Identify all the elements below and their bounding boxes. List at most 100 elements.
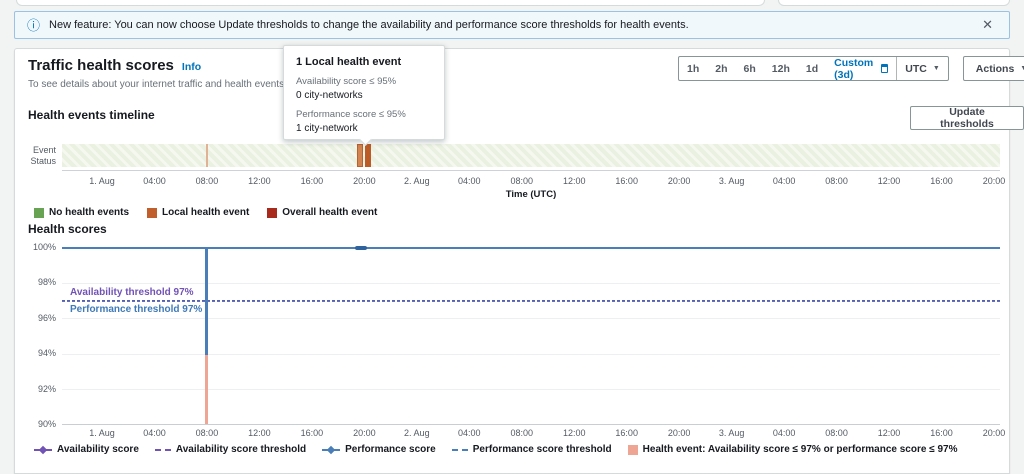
axis-tick-label: 20:00	[667, 176, 691, 186]
axis-tick-label: 04:00	[772, 428, 796, 438]
legend-no-health-events: No health events	[34, 207, 129, 218]
axis-tick-label: 08:00	[825, 176, 848, 186]
time-range-segmented-control: 1h 2h 6h 12h 1d Custom (3d) UTC ▼	[678, 56, 949, 81]
axis-tick-label: 3. Aug	[718, 428, 745, 438]
event-tooltip: 1 Local health event Availability score …	[283, 45, 445, 146]
traffic-health-card	[14, 48, 1010, 474]
update-thresholds-button[interactable]: Update thresholds	[910, 106, 1024, 130]
purple-dashed-icon	[154, 448, 171, 451]
axis-tick-label: 04:00	[143, 176, 166, 186]
axis-tick-label: 16:00	[615, 428, 638, 438]
axis-tick-label: 08:00	[510, 176, 534, 186]
custom-range-button[interactable]: Custom (3d)	[826, 56, 896, 81]
tooltip-availability-label: Availability score ≤ 95%	[296, 76, 397, 87]
axis-tick-label: 12:00	[248, 428, 271, 438]
timeline-section-title: Health events timeline	[28, 108, 155, 122]
legend-local-health-event: Local health event	[147, 207, 249, 218]
availability-threshold-label: Availability threshold 97%	[70, 287, 194, 298]
orange-swatch-icon	[147, 207, 158, 218]
axis-tick-label: 2. Aug	[404, 176, 430, 186]
score-line-100pct[interactable]	[62, 247, 1000, 249]
gridline-94	[62, 354, 1000, 355]
status-label: Status	[30, 156, 56, 167]
local-event-marker-1[interactable]	[357, 144, 363, 167]
range-1h-button[interactable]: 1h	[687, 62, 700, 75]
timeline-axis-line	[62, 170, 1000, 171]
scores-section-title: Health scores	[28, 222, 107, 236]
axis-tick-label: 20:00	[982, 428, 1006, 438]
green-swatch-icon	[34, 207, 44, 218]
cutoff-card-right	[778, 0, 1010, 6]
axis-tick-label: 08:00	[510, 428, 534, 438]
axis-tick-label: 08:00	[195, 176, 219, 186]
actions-label: Actions	[975, 62, 1015, 75]
info-circle-icon: ⓘ	[27, 17, 41, 33]
legend-performance-threshold: Performance score threshold	[451, 444, 612, 455]
scores-axis-line	[62, 424, 1000, 425]
tooltip-performance-label: Performance score ≤ 95%	[296, 109, 406, 120]
axis-tick-label: 04:00	[458, 176, 481, 186]
range-6h-button[interactable]: 6h	[743, 62, 756, 75]
axis-tick-label: 08:00	[195, 428, 219, 438]
range-12h-button[interactable]: 12h	[771, 62, 790, 75]
event-timeline-bar[interactable]	[62, 144, 1000, 167]
legend-availability-score: Availability score	[34, 444, 139, 455]
axis-tick-label: 04:00	[143, 428, 166, 438]
purple-line-diamond-icon	[34, 445, 52, 455]
new-feature-banner: ⓘ New feature: You can now choose Update…	[14, 11, 1010, 39]
threshold-dashed-line	[62, 300, 1000, 302]
axis-tick-label: 1. Aug	[89, 176, 115, 186]
ytick-96: 96%	[37, 312, 56, 323]
tooltip-availability-value: 0 city-networks	[296, 90, 363, 101]
event-label: Event	[32, 145, 56, 155]
ytick-94: 94%	[37, 348, 56, 359]
axis-tick-label: 20:00	[667, 428, 691, 438]
performance-score-dip[interactable]	[205, 248, 208, 355]
axis-tick-label: 16:00	[300, 428, 324, 438]
timezone-dropdown[interactable]: UTC ▼	[896, 57, 948, 80]
legend-label: No health events	[49, 207, 130, 218]
custom-range-label: Custom (3d)	[834, 56, 874, 81]
event-status-axis-label: Event Status	[18, 145, 56, 168]
time-utc-axis-title: Time (UTC)	[505, 189, 557, 200]
axis-tick-label: 2. Aug	[404, 428, 430, 438]
axis-tick-label: 16:00	[615, 176, 638, 186]
health-event-band[interactable]	[205, 355, 208, 424]
time-range-controls: 1h 2h 6h 12h 1d Custom (3d) UTC ▼ Action…	[678, 56, 1024, 81]
gridline-98	[62, 283, 1000, 284]
scores-x-axis: 1. Aug 04:00 08:00 12:00 16:00 20:00 2. Aug 04:…	[84, 428, 1012, 438]
axis-tick-label: 12:00	[562, 428, 586, 438]
local-event-marker-faint[interactable]	[206, 144, 208, 167]
banner-text: New feature: You can now choose Update t…	[49, 19, 689, 31]
axis-tick-label: 12:00	[877, 176, 901, 186]
legend-label: Overall health event	[282, 207, 378, 218]
axis-tick-label: 12:00	[877, 428, 901, 438]
axis-tick-label: 1. Aug	[89, 428, 115, 438]
ytick-90: 90%	[37, 418, 56, 429]
ytick-92: 92%	[37, 383, 56, 394]
timeline-x-axis: 1. Aug 04:00 08:00 12:00 16:00 20:00 2. Aug 04:…	[84, 176, 1012, 186]
actions-button[interactable]: Actions ▼	[962, 56, 1024, 81]
tooltip-title: 1 Local health event	[296, 56, 402, 68]
chevron-down-icon: ▼	[932, 65, 940, 72]
local-event-marker-2[interactable]	[365, 144, 371, 167]
tooltip-performance-value: 1 city-network	[296, 123, 358, 134]
red-swatch-icon	[267, 207, 278, 218]
blue-dashed-icon	[451, 448, 468, 451]
range-2h-button[interactable]: 2h	[715, 62, 728, 75]
scores-y-axis: 100% 98% 96% 94% 92% 90%	[0, 242, 56, 430]
chevron-down-icon: ▼	[1020, 65, 1024, 72]
axis-tick-label: 04:00	[772, 176, 796, 186]
close-icon[interactable]: ✕	[982, 17, 993, 32]
calendar-icon	[880, 64, 889, 73]
hovered-data-point[interactable]	[355, 246, 367, 250]
info-link[interactable]: Info	[181, 61, 202, 73]
blue-line-diamond-icon	[322, 445, 341, 455]
timeline-legend: No health events Local health event Over…	[34, 207, 377, 218]
range-1d-button[interactable]: 1d	[805, 62, 819, 75]
axis-tick-label: 20:00	[353, 176, 376, 186]
legend-health-event: Health event: Availability score ≤ 97% o…	[627, 444, 957, 455]
performance-threshold-label: Performance threshold 97%	[70, 304, 203, 315]
salmon-swatch-icon	[627, 444, 638, 455]
